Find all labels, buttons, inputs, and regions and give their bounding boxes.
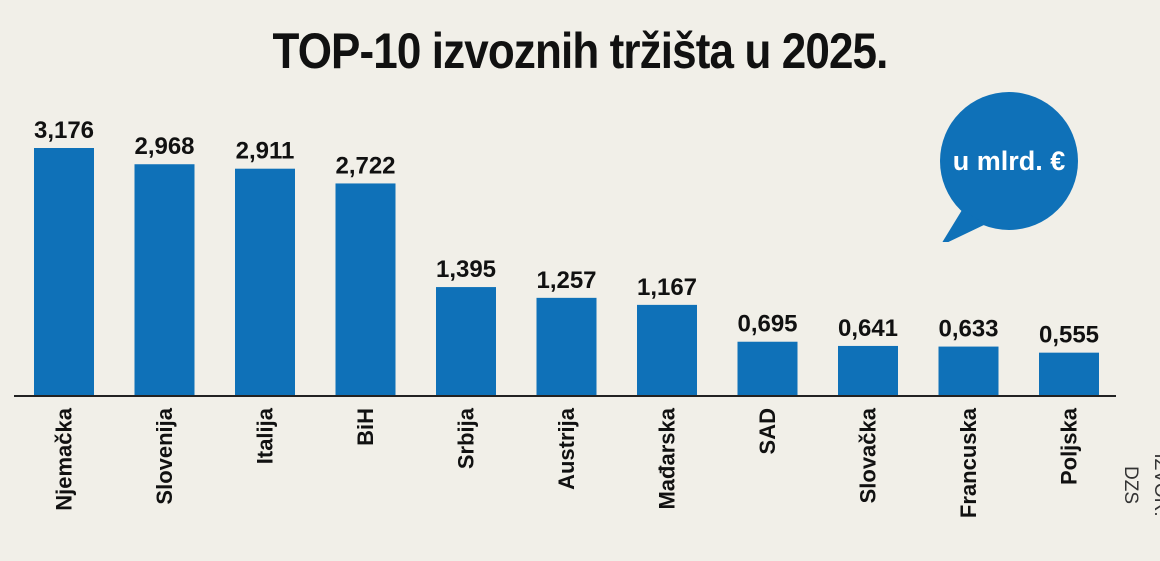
- bar-11: [1039, 352, 1099, 396]
- category-label-1: Njemačka: [52, 407, 77, 511]
- value-label-11: 0,555: [1039, 322, 1099, 349]
- unit-label: u mlrd. €: [952, 145, 1066, 176]
- bar-2: [134, 164, 195, 396]
- bar-1: [34, 148, 94, 396]
- bar-7: [637, 304, 697, 396]
- bar-4: [335, 183, 396, 396]
- value-label-6: 1,257: [536, 267, 596, 294]
- bar-6: [536, 297, 597, 396]
- labels-group: 3,176 Njemačka 2,968 Slovenija 2,911 Italija 2…: [34, 117, 1099, 518]
- value-label-8: 0,695: [737, 311, 797, 338]
- value-label-1: 3,176: [34, 117, 94, 144]
- category-label-2: Slovenija: [152, 407, 177, 504]
- value-label-10: 0,633: [938, 316, 998, 343]
- category-label-10: Francuska: [956, 407, 981, 518]
- category-label-11: Poljska: [1057, 407, 1082, 485]
- value-label-2: 2,968: [134, 133, 194, 160]
- value-label-3: 2,911: [236, 138, 295, 165]
- value-label-4: 2,722: [335, 152, 395, 179]
- value-label-9: 0,641: [838, 315, 898, 342]
- value-label-7: 1,167: [637, 274, 697, 301]
- category-label-9: Slovačka: [856, 407, 881, 503]
- chart-title: TOP-10 izvoznih tržišta u 2025.: [272, 23, 888, 79]
- bars-group: [34, 148, 1099, 396]
- category-label-8: SAD: [755, 408, 780, 454]
- bar-9: [838, 345, 898, 396]
- bar-10: [938, 346, 999, 396]
- value-label-5: 1,395: [436, 256, 496, 283]
- bar-5: [436, 287, 496, 396]
- category-label-6: Austrija: [554, 407, 579, 490]
- category-label-3: Italija: [253, 407, 278, 464]
- bar-8: [737, 341, 798, 396]
- category-label-7: Mađarska: [655, 407, 680, 509]
- category-label-5: Srbija: [454, 407, 479, 469]
- unit-bubble-icon: [940, 92, 1078, 242]
- category-label-4: BiH: [353, 408, 378, 446]
- source-label: IZVOR: DZS: [1120, 453, 1160, 517]
- bar-3: [235, 168, 295, 396]
